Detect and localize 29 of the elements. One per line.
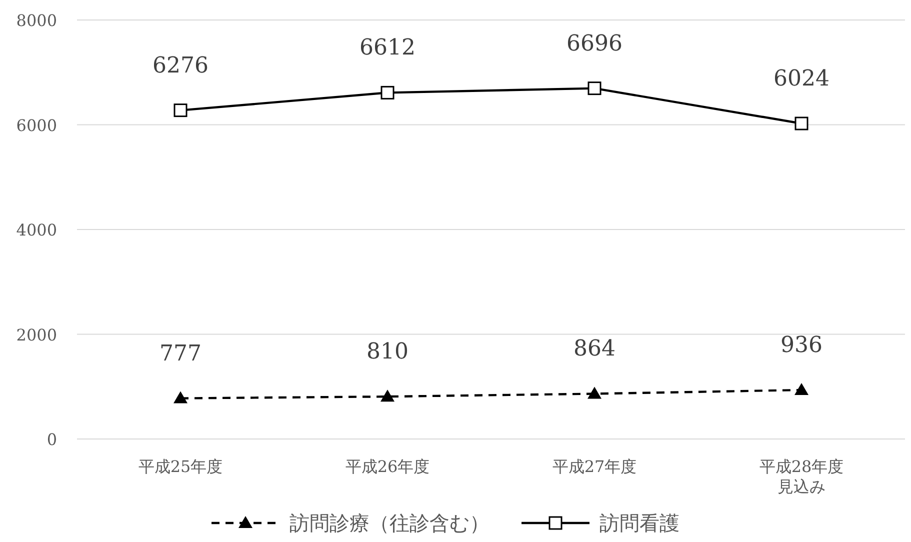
data-label: 6024 (774, 66, 830, 92)
point (380, 86, 394, 100)
y-tick-label: 2000 (16, 325, 57, 344)
訪問診療（往診含む）: 777 810 864 936 (160, 332, 822, 404)
point (588, 386, 602, 399)
legend-label: 訪問診療（往診含む） (290, 511, 490, 535)
data-label: 810 (366, 340, 408, 365)
point (588, 82, 602, 96)
point (794, 382, 808, 395)
point (174, 104, 188, 118)
x-tick-label: 平成28年度見込み (759, 457, 844, 496)
data-label: 864 (574, 336, 616, 362)
data-label: 777 (160, 341, 202, 366)
y-tick-label: 8000 (16, 11, 57, 30)
x-tick-label: 平成26年度 (345, 457, 430, 476)
x-tick-label: 平成25年度 (138, 457, 223, 476)
data-label: 6276 (152, 53, 208, 78)
y-tick-label: 0 (46, 430, 57, 449)
data-label: 6696 (566, 31, 622, 56)
訪問看護: 6276 6612 6696 6024 (152, 31, 830, 130)
point (380, 390, 394, 402)
y-tick-label: 6000 (16, 116, 57, 135)
x-tick-label: 平成27年度 (552, 457, 637, 476)
legend-label: 訪問看護 (600, 511, 680, 535)
point (794, 116, 808, 130)
point (174, 391, 188, 404)
data-label: 6612 (360, 36, 416, 61)
y-tick-label: 4000 (16, 220, 57, 240)
data-label: 936 (780, 332, 822, 358)
